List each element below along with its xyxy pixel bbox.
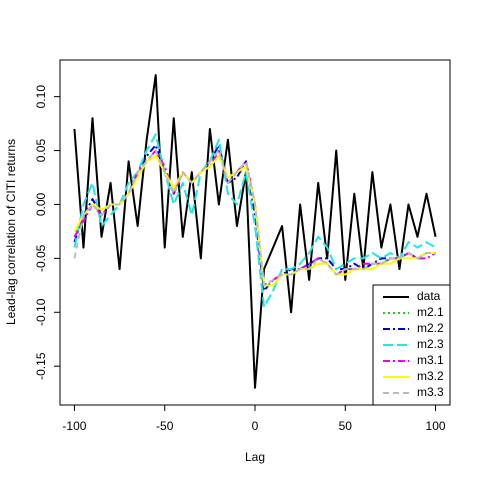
x-tick-label: -50 (156, 419, 174, 433)
legend-label: m2.3 (417, 337, 444, 351)
x-tick-label: 0 (252, 419, 259, 433)
y-tick-label: -0.05 (34, 244, 48, 272)
legend-label: m2.2 (417, 321, 444, 335)
y-tick-label: 0.00 (34, 192, 48, 216)
series-line (73, 74, 437, 389)
legend-label: m3.2 (417, 369, 444, 383)
legend-label: data (417, 289, 441, 303)
series-line (73, 144, 436, 292)
series-line (73, 133, 437, 308)
y-axis-label: Lead-lag correlation of CITI returns (4, 139, 18, 325)
y-tick-label: 0.10 (34, 85, 48, 109)
y-tick-label: -0.10 (34, 298, 48, 326)
legend-label: m2.1 (417, 305, 444, 319)
x-tick-label: -100 (62, 419, 86, 433)
x-tick-label: 100 (426, 419, 446, 433)
x-tick-label: 50 (339, 419, 353, 433)
legend-label: m3.1 (417, 353, 444, 367)
series-line (73, 149, 436, 287)
y-tick-label: -0.15 (34, 352, 48, 380)
x-axis-label: Lag (245, 450, 265, 464)
legend-label: m3.3 (417, 385, 444, 399)
plot-frame (59, 59, 451, 406)
y-tick-label: 0.05 (34, 139, 48, 163)
